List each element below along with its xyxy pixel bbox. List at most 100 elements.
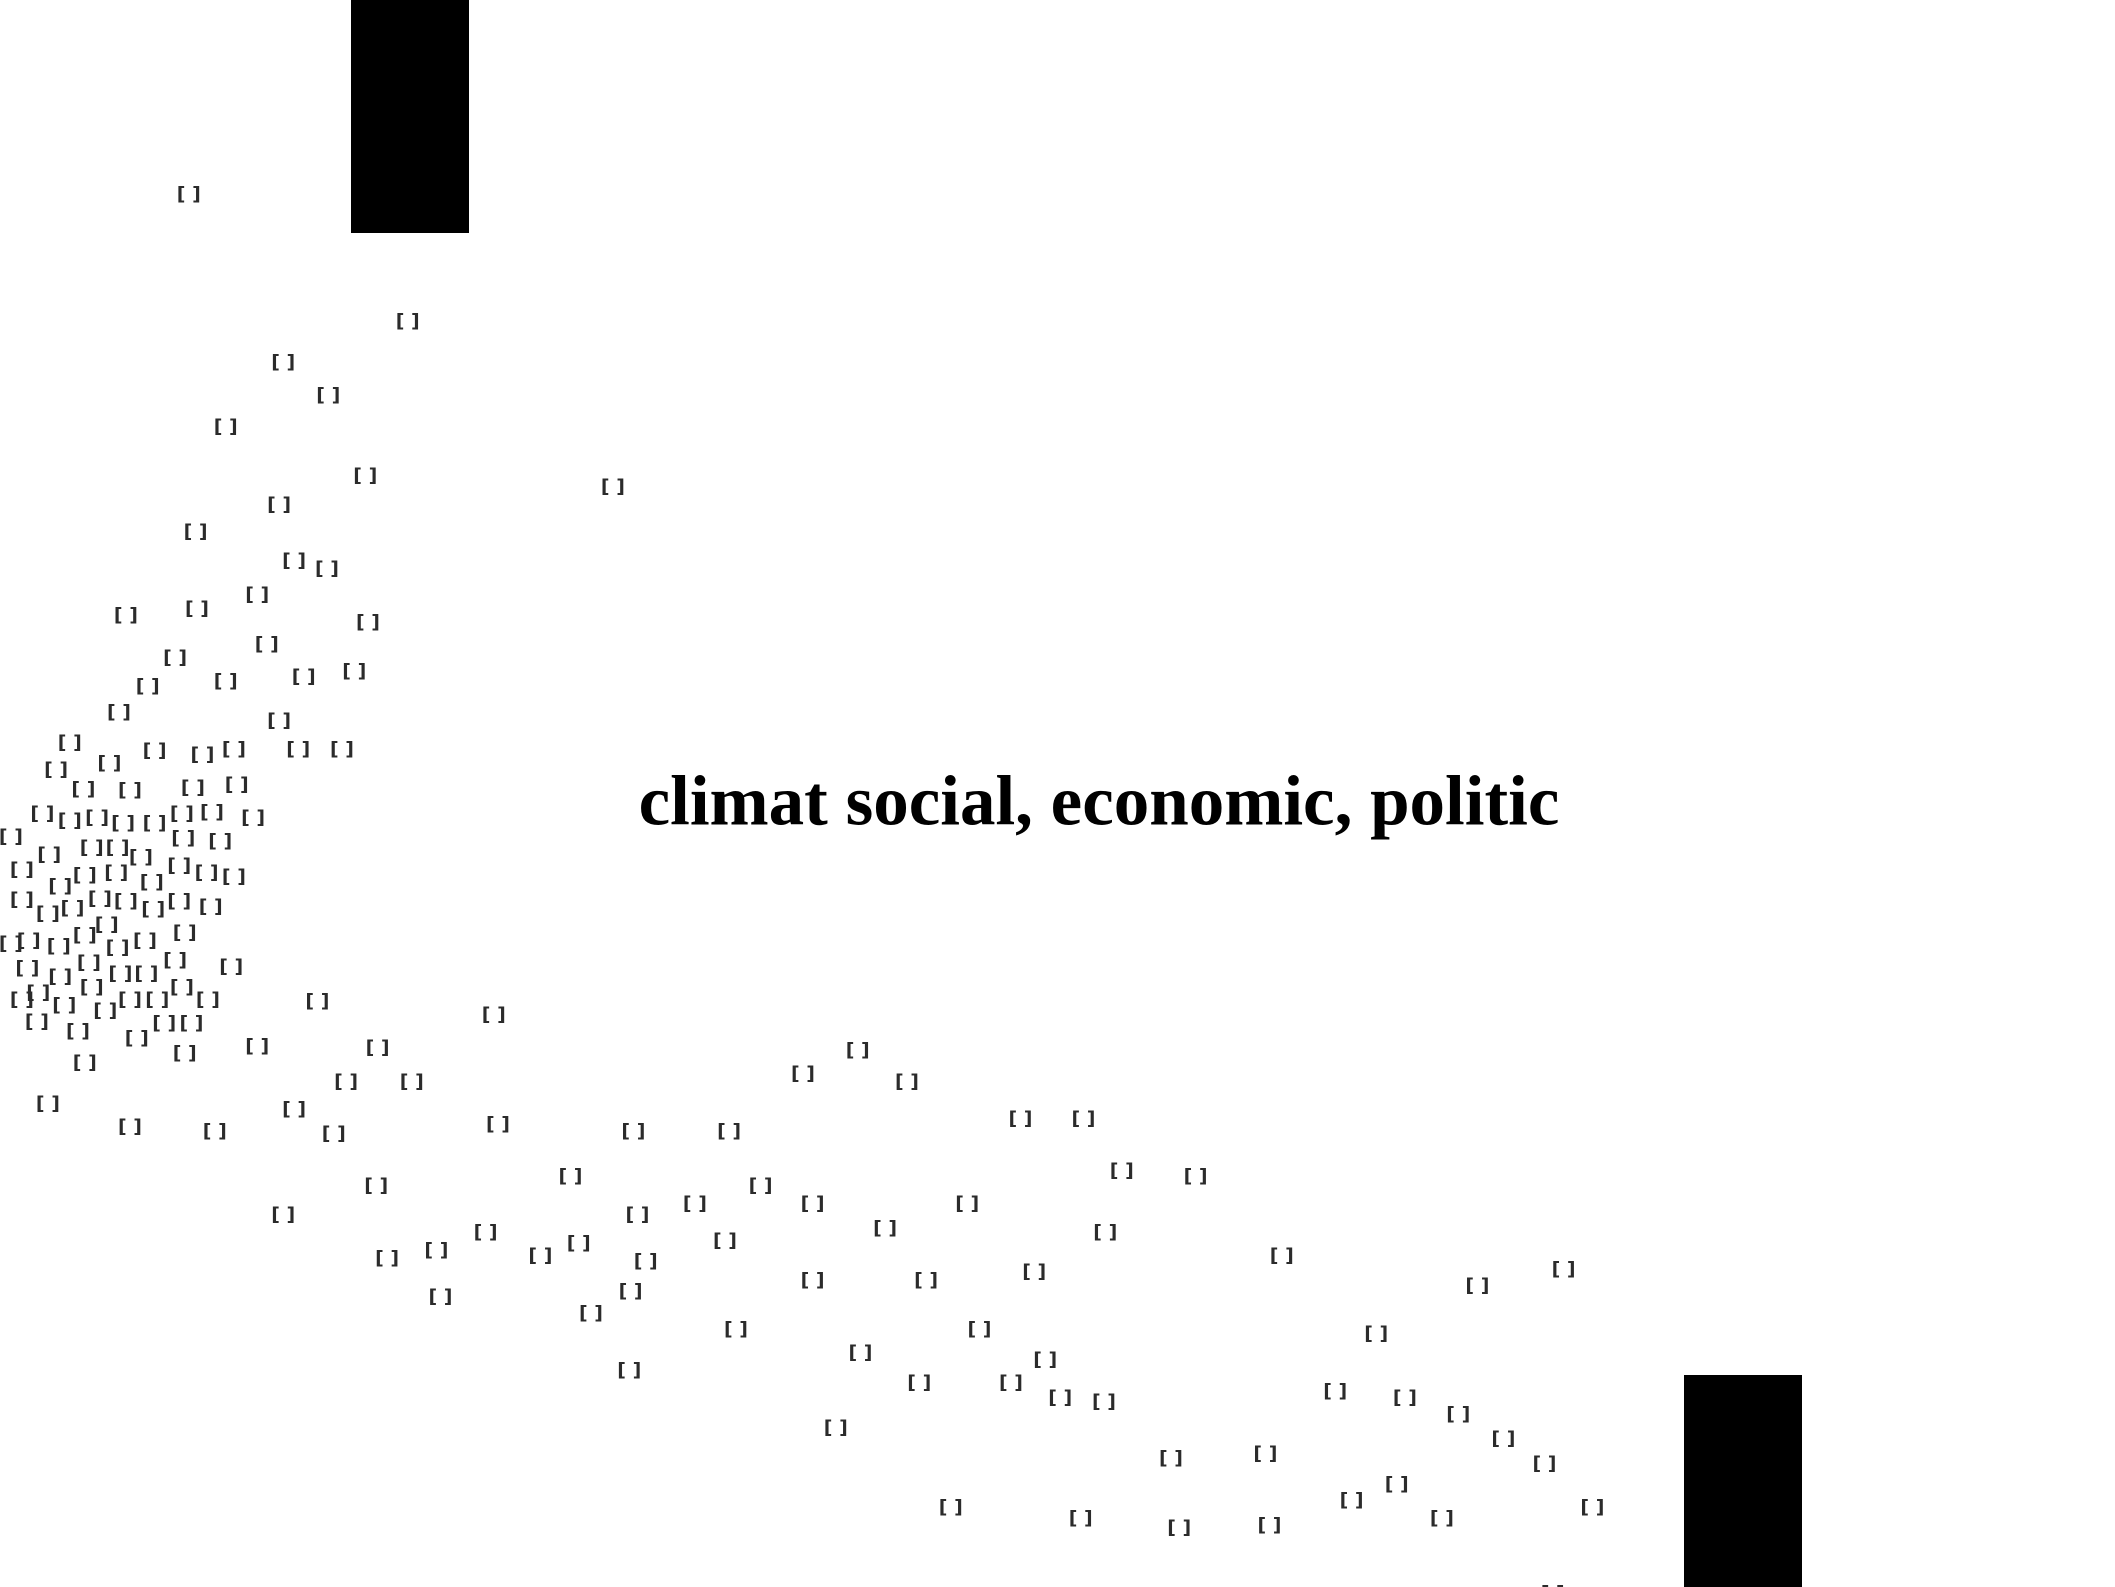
placeholder-marker: [ ] bbox=[170, 803, 194, 825]
placeholder-marker: [ ] bbox=[1072, 1108, 1096, 1130]
placeholder-marker: [ ] bbox=[173, 1042, 197, 1064]
placeholder-marker: [ ] bbox=[136, 675, 160, 697]
placeholder-marker: [ ] bbox=[292, 666, 316, 688]
placeholder-marker: [ ] bbox=[0, 932, 23, 954]
placeholder-marker: [ ] bbox=[222, 865, 246, 887]
placeholder-marker: [ ] bbox=[322, 1123, 346, 1145]
placeholder-marker: [ ] bbox=[36, 1093, 60, 1115]
placeholder-marker: [ ] bbox=[968, 1318, 992, 1340]
placeholder-marker: [ ] bbox=[1580, 1496, 1604, 1518]
placeholder-marker: [ ] bbox=[429, 1285, 453, 1307]
placeholder-marker: [ ] bbox=[129, 846, 153, 868]
placeholder-marker: [ ] bbox=[214, 670, 238, 692]
placeholder-marker: [ ] bbox=[71, 778, 95, 800]
placeholder-marker: [ ] bbox=[15, 957, 39, 979]
placeholder-marker: [ ] bbox=[801, 1192, 825, 1214]
placeholder-marker: [ ] bbox=[170, 976, 194, 998]
placeholder-marker: [ ] bbox=[25, 1010, 49, 1032]
placeholder-marker: [ ] bbox=[48, 965, 72, 987]
placeholder-marker: [ ] bbox=[1385, 1473, 1409, 1495]
placeholder-marker: [ ] bbox=[873, 1217, 897, 1239]
placeholder-marker: [ ] bbox=[245, 584, 269, 606]
placeholder-marker: [ ] bbox=[315, 558, 339, 580]
placeholder-marker: [ ] bbox=[824, 1417, 848, 1439]
placeholder-marker: [ ] bbox=[191, 744, 215, 766]
placeholder-marker: [ ] bbox=[108, 963, 132, 985]
placeholder-marker: [ ] bbox=[47, 935, 71, 957]
placeholder-marker: [ ] bbox=[400, 1071, 424, 1093]
placeholder-marker: [ ] bbox=[1022, 1261, 1046, 1283]
placeholder-marker: [ ] bbox=[1465, 1274, 1489, 1296]
placeholder-marker: [ ] bbox=[58, 809, 82, 831]
placeholder-marker: [ ] bbox=[267, 709, 291, 731]
placeholder-marker: [ ] bbox=[1446, 1403, 1470, 1425]
placeholder-marker: [ ] bbox=[61, 897, 85, 919]
placeholder-marker: [ ] bbox=[173, 922, 197, 944]
placeholder-marker: [ ] bbox=[177, 183, 201, 205]
placeholder-marker: [ ] bbox=[10, 889, 34, 911]
placeholder-marker: [ ] bbox=[106, 937, 130, 959]
placeholder-marker: [ ] bbox=[181, 777, 205, 799]
placeholder-marker: [ ] bbox=[214, 415, 238, 437]
placeholder-marker: [ ] bbox=[1340, 1489, 1364, 1511]
placeholder-marker: [ ] bbox=[118, 989, 142, 1011]
placeholder-marker: [ ] bbox=[1033, 1348, 1057, 1370]
placeholder-marker: [ ] bbox=[199, 896, 223, 918]
placeholder-marker: [ ] bbox=[1184, 1165, 1208, 1187]
placeholder-marker: [ ] bbox=[1393, 1387, 1417, 1409]
placeholder-marker: [ ] bbox=[801, 1269, 825, 1291]
placeholder-marker: [ ] bbox=[1491, 1428, 1515, 1450]
placeholder-marker: [ ] bbox=[1069, 1507, 1093, 1529]
placeholder-marker: [ ] bbox=[282, 549, 306, 571]
placeholder-marker: [ ] bbox=[330, 738, 354, 760]
placeholder-marker: [ ] bbox=[717, 1120, 741, 1142]
placeholder-marker: [ ] bbox=[1110, 1160, 1134, 1182]
placeholder-marker: [ ] bbox=[10, 859, 34, 881]
placeholder-marker: [ ] bbox=[316, 384, 340, 406]
placeholder-marker: [ ] bbox=[282, 1098, 306, 1120]
placeholder-marker: [ ] bbox=[713, 1229, 737, 1251]
placeholder-marker: [ ] bbox=[140, 871, 164, 893]
placeholder-marker: [ ] bbox=[36, 902, 60, 924]
placeholder-marker: [ ] bbox=[141, 898, 165, 920]
placeholder-marker: [ ] bbox=[474, 1221, 498, 1243]
placeholder-marker: [ ] bbox=[1092, 1391, 1116, 1413]
placeholder-marker: [ ] bbox=[955, 1192, 979, 1214]
placeholder-marker: [ ] bbox=[219, 956, 243, 978]
placeholder-marker: [ ] bbox=[203, 1120, 227, 1142]
placeholder-marker: [ ] bbox=[1253, 1443, 1277, 1465]
placeholder-marker: [ ] bbox=[118, 779, 142, 801]
placeholder-marker: [ ] bbox=[579, 1302, 603, 1324]
placeholder-marker: [ ] bbox=[356, 611, 380, 633]
placeholder-marker: [ ] bbox=[241, 807, 265, 829]
placeholder-marker: [ ] bbox=[1533, 1452, 1557, 1474]
placeholder-marker: [ ] bbox=[626, 1203, 650, 1225]
placeholder-marker: [ ] bbox=[255, 633, 279, 655]
placeholder-marker: [ ] bbox=[167, 854, 191, 876]
placeholder-marker: [ ] bbox=[486, 1113, 510, 1135]
placeholder-marker: [ ] bbox=[271, 1203, 295, 1225]
placeholder-marker: [ ] bbox=[424, 1239, 448, 1261]
placeholder-marker: [ ] bbox=[267, 493, 291, 515]
placeholder-marker: [ ] bbox=[180, 1012, 204, 1034]
placeholder-marker: [ ] bbox=[58, 731, 82, 753]
placeholder-marker: [ ] bbox=[93, 1000, 117, 1022]
placeholder-marker: [ ] bbox=[143, 812, 167, 834]
placeholder-marker: [ ] bbox=[375, 1247, 399, 1269]
placeholder-marker: [ ] bbox=[80, 837, 104, 859]
placeholder-marker: [ ] bbox=[683, 1192, 707, 1214]
placeholder-marker: [ ] bbox=[152, 1012, 176, 1034]
placeholder-marker: [ ] bbox=[44, 759, 68, 781]
placeholder-marker: [ ] bbox=[77, 952, 101, 974]
placeholder-marker: [ ] bbox=[334, 1071, 358, 1093]
placeholder-marker: [ ] bbox=[396, 310, 420, 332]
placeholder-marker: [ ] bbox=[163, 647, 187, 669]
placeholder-marker: [ ] bbox=[1270, 1244, 1294, 1266]
placeholder-marker: [ ] bbox=[88, 887, 112, 909]
placeholder-marker: [ ] bbox=[97, 752, 121, 774]
placeholder-marker: [ ] bbox=[104, 861, 128, 883]
placeholder-marker: [ ] bbox=[364, 1175, 388, 1197]
placeholder-marker: [ ] bbox=[634, 1250, 658, 1272]
placeholder-marker: [ ] bbox=[184, 521, 208, 543]
placeholder-marker: [ ] bbox=[167, 890, 191, 912]
